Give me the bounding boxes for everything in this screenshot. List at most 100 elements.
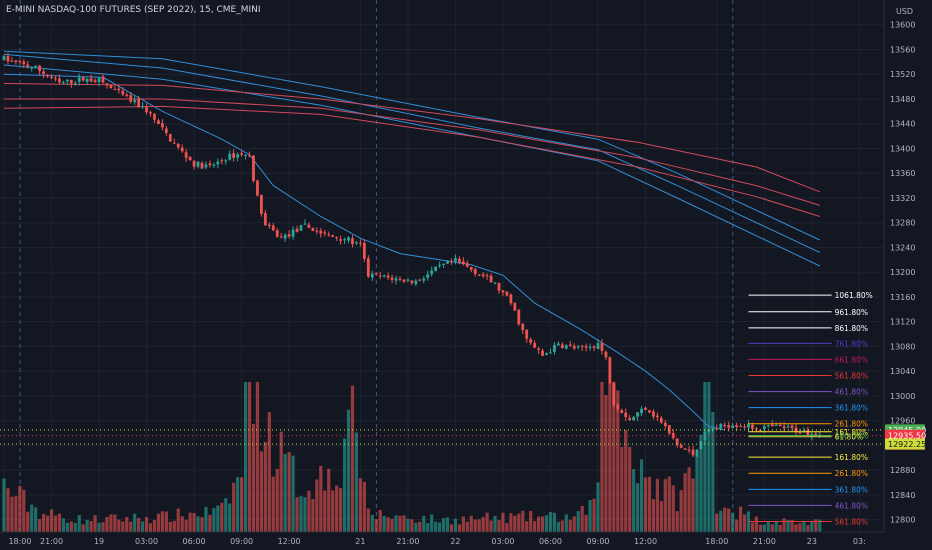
volume-bar	[93, 515, 97, 532]
volume-bar	[576, 511, 580, 532]
candle-body	[652, 411, 655, 417]
candle-body	[240, 153, 243, 155]
candle-body	[137, 98, 141, 108]
volume-bar	[426, 523, 430, 532]
price-axis[interactable]	[884, 0, 932, 550]
volume-bar	[275, 468, 279, 532]
volume-bar	[220, 502, 224, 532]
candle-body	[117, 88, 121, 91]
price-axis-ticks: 13600 13560 13520 13480 13440 13400 13360 13320…	[890, 21, 915, 525]
fib-level-label: 261.80%	[835, 420, 868, 429]
price-tick-label: 13000	[890, 392, 915, 401]
candle-body	[65, 79, 69, 82]
volume-bar	[243, 382, 248, 532]
candle-body	[30, 67, 34, 69]
candle-body	[549, 352, 552, 354]
fib-level-label: 861.80%	[835, 324, 868, 333]
time-axis[interactable]	[0, 532, 884, 550]
candle-body	[378, 275, 382, 277]
candle-body	[327, 234, 331, 236]
candle-body	[751, 424, 754, 429]
candle-body	[303, 223, 307, 225]
volume-bar	[735, 519, 739, 532]
candle-body	[806, 429, 810, 436]
candle-body	[438, 264, 441, 266]
candle-body	[632, 416, 636, 421]
volume-bar	[675, 511, 679, 532]
candle-body	[232, 153, 236, 159]
candle-body	[109, 84, 113, 89]
candle-body	[77, 77, 81, 82]
volume-bar	[287, 452, 291, 532]
volume-bar	[89, 521, 93, 532]
candle-body	[347, 237, 350, 241]
volume-bar	[97, 522, 101, 532]
candle-body	[461, 261, 465, 265]
volume-bar	[441, 518, 446, 532]
fibonacci-extension[interactable]: 1061.80% 961.80% 861.80% 761.80% 661.80% 561.…	[748, 291, 873, 526]
volume-bar	[291, 455, 295, 532]
volume-bar	[568, 519, 572, 532]
candle-body	[398, 278, 402, 280]
fib-level-label: 561.80%	[835, 517, 868, 526]
volume-bar	[358, 478, 362, 532]
candle-body	[38, 65, 42, 72]
candle-body	[426, 274, 430, 278]
time-tick-label: 12:00	[634, 537, 657, 546]
candle-body	[620, 410, 624, 414]
volume-bar	[715, 513, 719, 532]
price-tick-label: 12840	[890, 491, 915, 500]
candle-body	[168, 134, 172, 142]
candle-body	[679, 445, 683, 448]
volume-bar	[786, 519, 790, 532]
volume-bar	[133, 513, 137, 532]
candle-body	[747, 423, 750, 428]
candle-body	[287, 234, 291, 237]
fib-level-label: 161.80%	[835, 428, 868, 437]
candle-body	[410, 280, 414, 284]
volume-bar	[814, 519, 818, 532]
volume-bar	[398, 515, 402, 532]
candle-body	[145, 106, 148, 113]
volume-bar	[6, 488, 10, 532]
volume-bar	[552, 512, 557, 532]
candle-body	[73, 82, 77, 84]
candle-body	[335, 237, 339, 239]
candle-body	[196, 161, 200, 167]
volume-bar	[240, 477, 244, 532]
candle-body	[291, 229, 295, 237]
volume-bar	[85, 519, 89, 532]
volume-bar	[544, 515, 549, 532]
volume-bar	[184, 519, 188, 532]
candle-body	[244, 155, 247, 157]
price-tick-label: 13400	[890, 144, 915, 153]
volume-bar	[766, 521, 770, 532]
volume-bar	[137, 517, 141, 532]
candle-body	[204, 164, 208, 168]
time-tick-label: 06:00	[539, 537, 562, 546]
volume-bar	[647, 476, 652, 532]
volume-bar	[592, 498, 596, 532]
candle-body	[758, 430, 762, 432]
candle-body	[715, 428, 719, 430]
volume-bar	[216, 505, 220, 532]
volume-bar	[473, 519, 477, 532]
candle-body	[366, 258, 370, 277]
volume-bar	[22, 489, 26, 532]
volume-bar	[382, 515, 386, 532]
volume-bar	[600, 382, 604, 532]
volume-bar	[148, 523, 153, 532]
volume-bar	[168, 521, 172, 532]
candle-body	[351, 238, 354, 245]
time-tick-label: 09:00	[230, 537, 253, 546]
volume-bar	[430, 514, 434, 532]
volume-bar	[335, 485, 339, 532]
fib-level-label: 561.80%	[835, 371, 868, 380]
candle-body	[22, 61, 26, 65]
volume-bar	[65, 522, 69, 532]
volume-bar	[501, 512, 505, 532]
volume-bar	[723, 507, 727, 532]
volume-bar	[639, 459, 644, 532]
